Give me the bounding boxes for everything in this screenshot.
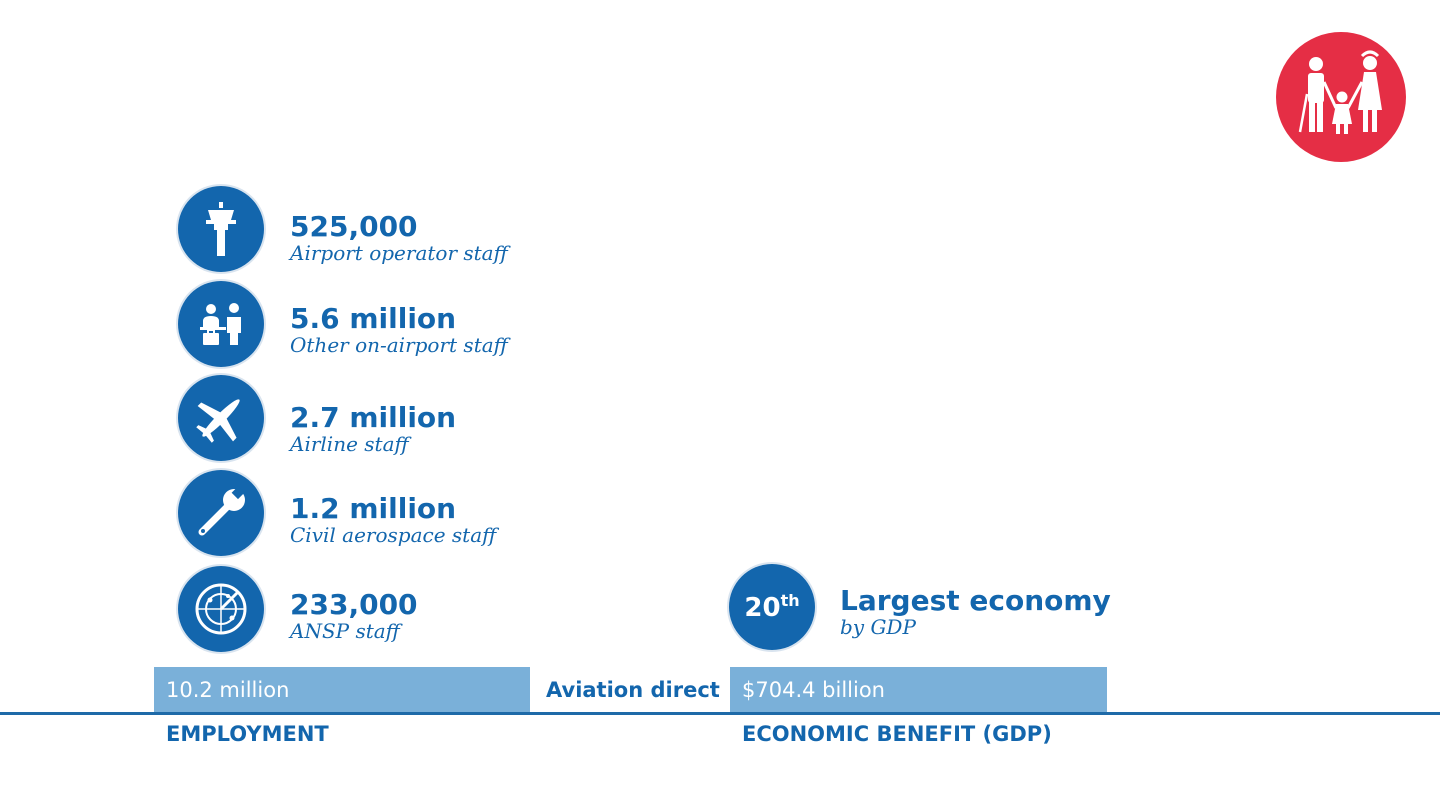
civil-aerospace-value: 1.2 million xyxy=(290,492,457,525)
rank-title: Largest economy xyxy=(840,584,1111,617)
rank-sub: by GDP xyxy=(840,615,916,639)
airplane-icon xyxy=(178,375,264,461)
ansp-value: 233,000 xyxy=(290,588,418,621)
airline-label: Airline staff xyxy=(290,432,409,456)
civil-aerospace-label: Civil aerospace staff xyxy=(290,523,497,547)
on-airport-value: 5.6 million xyxy=(290,302,457,335)
gdp-total: $704.4 billion xyxy=(742,678,885,702)
check-in-desk-icon xyxy=(178,281,264,367)
baseline-divider xyxy=(0,712,1440,715)
aviation-direct-label: Aviation direct xyxy=(546,678,720,702)
employment-total: 10.2 million xyxy=(166,678,290,702)
gdp-category: ECONOMIC BENEFIT (GDP) xyxy=(742,722,1052,746)
employment-bar: 10.2 million xyxy=(154,667,530,713)
family-badge xyxy=(1276,32,1406,162)
airport-operator-label: Airport operator staff xyxy=(290,241,508,265)
employment-category: EMPLOYMENT xyxy=(166,722,329,746)
airport-operator-value: 525,000 xyxy=(290,210,418,243)
on-airport-label: Other on-airport staff xyxy=(290,333,508,357)
gdp-bar: $704.4 billion xyxy=(730,667,1107,713)
rank-suffix: th xyxy=(780,591,800,610)
radar-icon xyxy=(178,566,264,652)
family-icon xyxy=(1298,50,1382,134)
control-tower-icon xyxy=(178,186,264,272)
rank-number: 20 xyxy=(744,593,781,623)
wrench-icon xyxy=(178,470,264,556)
rank-badge: 20th xyxy=(729,564,815,650)
airline-value: 2.7 million xyxy=(290,401,457,434)
ansp-label: ANSP staff xyxy=(290,619,400,643)
